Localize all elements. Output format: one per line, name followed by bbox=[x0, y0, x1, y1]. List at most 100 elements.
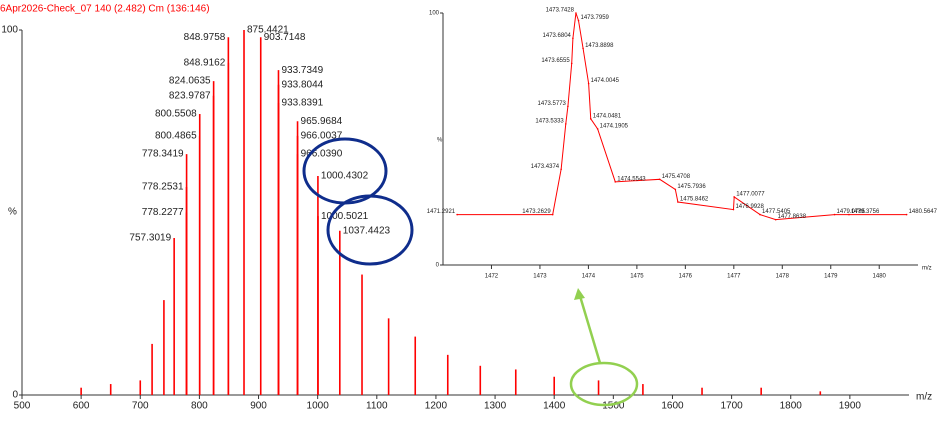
x-tick-label: 1473 bbox=[533, 274, 547, 280]
peak-label: 778.3419 bbox=[142, 149, 184, 160]
peak-point bbox=[614, 181, 617, 183]
zoom-arrow bbox=[578, 295, 602, 364]
x-tick-label: 1480 bbox=[873, 274, 887, 280]
peak-point bbox=[774, 218, 777, 221]
peak-point bbox=[589, 118, 592, 120]
x-tick-label: 1900 bbox=[839, 401, 862, 412]
x-tick-label: 700 bbox=[132, 401, 149, 412]
peak-label: 1473.6804 bbox=[543, 33, 572, 39]
peak-label: 1479.3756 bbox=[851, 209, 880, 215]
peak-label: 778.2531 bbox=[142, 182, 184, 193]
peak-point bbox=[658, 178, 661, 181]
peak-label: 875.4421 bbox=[247, 25, 289, 36]
inset-x-axis-label: m/z bbox=[922, 266, 932, 272]
peak-label: 1473.7959 bbox=[581, 15, 610, 21]
y-tick-label: 0 bbox=[12, 390, 18, 401]
peak-label: 966.0390 bbox=[301, 149, 343, 160]
x-tick-label: 800 bbox=[191, 401, 208, 412]
x-tick-label: 1100 bbox=[366, 401, 388, 412]
peak-label: 1474.5543 bbox=[617, 176, 646, 182]
inset-background bbox=[420, 0, 939, 290]
y-tick-label: 100 bbox=[1, 25, 18, 36]
x-tick-label: 1600 bbox=[661, 401, 684, 412]
highlight-circle bbox=[326, 194, 414, 266]
peak-label: 903.7148 bbox=[264, 32, 306, 43]
x-tick-label: 1476 bbox=[679, 274, 693, 280]
peak-label: 1473.8898 bbox=[585, 43, 614, 49]
peak-label: 1037.4423 bbox=[343, 225, 391, 236]
inset-plot: 1472 1473 1474 1475 1476 1477 1478 1479 1480 0 100… bbox=[427, 8, 938, 280]
x-tick-label: 1479 bbox=[824, 274, 838, 280]
x-tick-label: 1300 bbox=[484, 401, 507, 412]
peak-label: 1477.0077 bbox=[736, 192, 765, 198]
peak-label: 1479.0785 bbox=[837, 209, 866, 215]
peak-label: 1475.7936 bbox=[677, 184, 706, 190]
peak-point bbox=[677, 201, 679, 203]
peak-label: 1473.4374 bbox=[531, 164, 560, 170]
zoom-circle bbox=[569, 361, 639, 407]
peak-label: 933.7349 bbox=[281, 65, 323, 76]
x-tick-label: 1400 bbox=[543, 401, 566, 412]
peak-point bbox=[587, 82, 590, 85]
peak-label: 1473.2629 bbox=[522, 209, 551, 215]
peak-label: 1474.0481 bbox=[593, 113, 622, 119]
x-tick-label: 1500 bbox=[602, 401, 625, 412]
peak-point bbox=[567, 105, 569, 108]
x-tick-label: 1200 bbox=[425, 401, 448, 412]
peak-label: 757.3019 bbox=[129, 233, 171, 244]
x-axis-label: m/z bbox=[916, 392, 932, 403]
peak-point bbox=[733, 196, 735, 198]
x-tick-label: 1472 bbox=[485, 274, 499, 280]
inset-y-axis-label: % bbox=[437, 138, 443, 144]
peak-label: 1477.5405 bbox=[762, 209, 791, 215]
peak-label: 823.9787 bbox=[169, 90, 211, 101]
peak-label: 966.0037 bbox=[301, 130, 343, 141]
x-tick-label: 1478 bbox=[776, 274, 790, 280]
peak-label: 1474.0045 bbox=[591, 78, 620, 84]
peak-point bbox=[577, 19, 580, 22]
peak-label: 1477.8638 bbox=[778, 214, 807, 220]
peak-label: 1474.1905 bbox=[600, 123, 629, 129]
x-tick-label: 1800 bbox=[780, 401, 803, 412]
peak-label: 1473.7428 bbox=[546, 8, 575, 14]
peak-label: 800.4865 bbox=[155, 130, 197, 141]
peak-point bbox=[560, 168, 562, 171]
main-plot: 500 600 700 800 900 1000 1100 1200 1300 1400 1500 1… bbox=[1, 25, 909, 412]
peak-point bbox=[551, 213, 554, 216]
peak-point bbox=[848, 213, 850, 216]
peak-point bbox=[759, 213, 761, 216]
x-tick-label: 1000 bbox=[307, 401, 330, 412]
peak-label: 1480.5647 bbox=[909, 209, 938, 215]
x-tick-label: 1700 bbox=[720, 401, 743, 412]
peak-label: 1471.2921 bbox=[427, 209, 456, 215]
arrow-head bbox=[574, 288, 585, 300]
peak-point bbox=[596, 128, 599, 130]
peak-label: 1476.9928 bbox=[735, 204, 764, 210]
peak-label: 965.9684 bbox=[301, 116, 343, 127]
y-tick-label: 100 bbox=[429, 11, 440, 17]
peak-point bbox=[575, 12, 577, 14]
x-tick-label: 1475 bbox=[630, 274, 644, 280]
x-tick-label: 1477 bbox=[727, 274, 741, 280]
peak-label: 1473.5773 bbox=[538, 101, 567, 107]
peak-label: 933.8044 bbox=[282, 79, 324, 90]
y-tick-label: 0 bbox=[436, 263, 440, 269]
peak-label: 1473.6555 bbox=[541, 58, 570, 64]
peak-label: 933.8391 bbox=[282, 98, 324, 109]
peak-point bbox=[732, 208, 735, 211]
peak-label: 778.2277 bbox=[142, 207, 184, 218]
peak-point bbox=[582, 47, 584, 50]
peak-label: 848.9162 bbox=[184, 57, 226, 68]
x-tick-label: 500 bbox=[14, 401, 31, 412]
peak-label: 1473.5333 bbox=[535, 118, 564, 124]
peak-label: 1000.4302 bbox=[321, 171, 369, 182]
peak-point bbox=[833, 213, 836, 216]
x-tick-label: 900 bbox=[250, 401, 267, 412]
peak-label: 1475.8462 bbox=[680, 197, 709, 203]
peak-point bbox=[905, 213, 908, 216]
peak-point bbox=[570, 62, 573, 65]
peak-label: 1000.5021 bbox=[321, 211, 369, 222]
chart-title: 6Apr2026-Check_07 140 (2.482) Cm (136:14… bbox=[0, 4, 210, 15]
peak-label: 1475.4708 bbox=[662, 174, 691, 180]
